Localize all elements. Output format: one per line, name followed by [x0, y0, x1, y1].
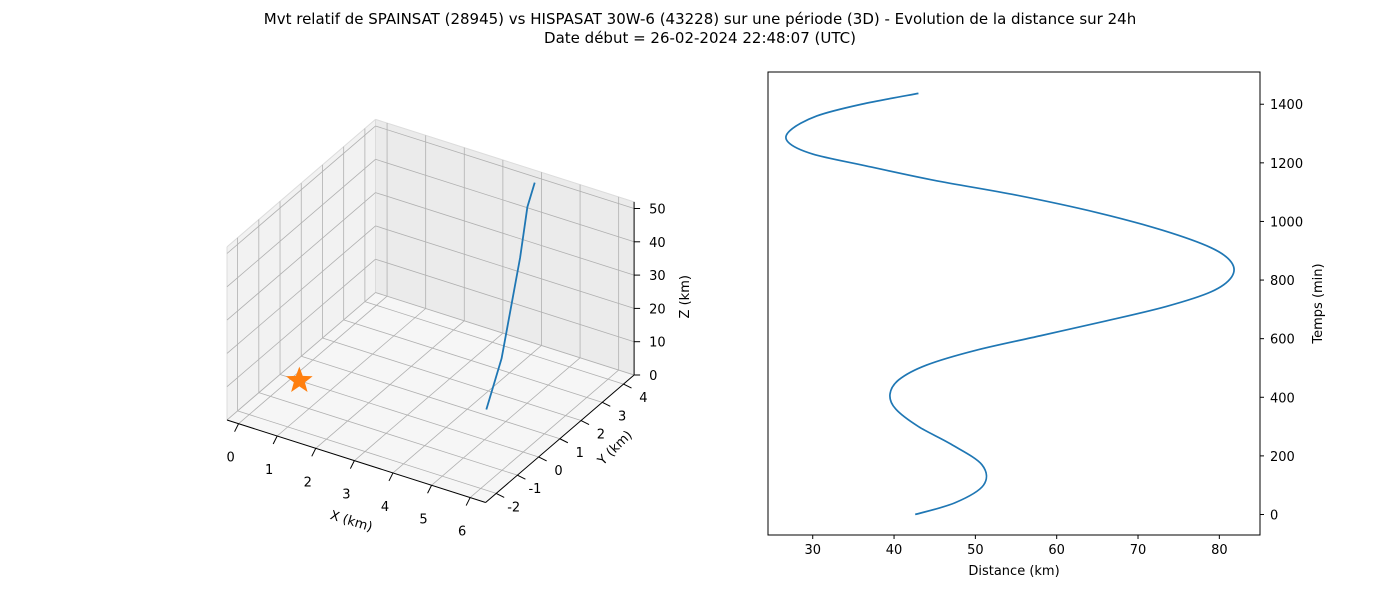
y-axis-label: Temps (min) [1311, 263, 1326, 344]
chart-title-line2: Date début = 26-02-2024 22:48:07 (UTC) [544, 29, 856, 47]
grid-z-left [226, 225, 376, 354]
x-tick-label: 6 [458, 525, 466, 540]
x-tick [388, 472, 394, 482]
y-tick-label: 800 [1270, 274, 1295, 289]
grid-y-floor [322, 337, 582, 421]
x-tick [349, 460, 355, 469]
y-tick-label: -2 [507, 500, 520, 515]
x-tick [311, 448, 317, 457]
y-tick-label: 1000 [1270, 215, 1303, 230]
grid-y-floor [279, 374, 539, 458]
z-tick-label: 50 [649, 203, 666, 218]
x-tick-label: 50 [967, 543, 984, 558]
y-tick-label: 1 [576, 446, 584, 461]
y-tick [559, 438, 569, 444]
z-tick-label: 40 [649, 236, 666, 251]
grid-y-floor [301, 355, 560, 440]
pane-back [375, 119, 635, 375]
z-tick-label: 0 [649, 369, 657, 384]
series-line-3d [485, 182, 536, 410]
grid-z-back [375, 192, 635, 276]
y-tick [580, 420, 590, 425]
x-tick-label: 2 [304, 475, 312, 490]
y-tick-label: 0 [554, 464, 562, 479]
y-tick [538, 456, 547, 462]
grid-z-left [226, 192, 376, 321]
grid-y-floor [364, 301, 624, 385]
y-tick-label: 1200 [1270, 157, 1303, 172]
x-axis-line [226, 419, 486, 503]
series-line-distance [785, 92, 1235, 516]
y-tick-label: 0 [1270, 508, 1278, 523]
x-tick-label: 5 [419, 512, 427, 527]
x-tick-label: 80 [1211, 543, 1228, 558]
star-marker [286, 366, 313, 392]
grid-z-left [226, 258, 376, 388]
z-tick-label: 10 [649, 336, 666, 351]
chart-title-line1: Mvt relatif de SPAINSAT (28945) vs HISPA… [263, 10, 1137, 28]
grid-y-floor [343, 319, 603, 403]
y-tick-label: 600 [1270, 333, 1295, 348]
x-tick [234, 423, 240, 432]
x-tick [427, 485, 433, 494]
y-tick-label: 1400 [1270, 98, 1303, 113]
x-tick [272, 435, 278, 445]
z-axis-label: Z (km) [678, 275, 693, 318]
y-tick-label: 200 [1270, 450, 1295, 465]
x-tick-label: 60 [1048, 543, 1065, 558]
x-tick-label: 30 [804, 543, 821, 558]
y-tick-label: 400 [1270, 391, 1295, 406]
y-tick [495, 492, 505, 498]
y-tick [602, 401, 611, 407]
x-tick [465, 497, 471, 506]
x-tick-label: 70 [1130, 543, 1147, 558]
grid-z-left [226, 292, 376, 421]
grid-y-floor [237, 410, 497, 494]
x-tick-label: 40 [886, 543, 903, 558]
y-tick [623, 383, 632, 389]
y-tick-label: 3 [618, 409, 626, 424]
y-tick-label: 4 [639, 391, 647, 406]
plot-frame [767, 71, 1261, 536]
grid-z-back [375, 158, 635, 243]
x-tick-label: 3 [342, 488, 350, 503]
z-tick-label: 30 [649, 269, 666, 284]
plot-2d: 30 40 50 60 70 800200400600800100012001400Dis… [767, 71, 1326, 579]
x-tick-label: 0 [226, 451, 234, 466]
z-tick-label: 20 [649, 302, 666, 317]
grid-z-back [375, 125, 635, 209]
x-axis-label: X (km) [328, 508, 374, 535]
grid-z-back [375, 258, 635, 343]
x-tick-label: 4 [381, 500, 389, 515]
grid-z-back [375, 225, 635, 309]
y-tick-label: -1 [528, 482, 541, 497]
pane-edge [375, 118, 635, 203]
y-tick [517, 474, 526, 480]
grid-z-left [226, 125, 376, 254]
grid-z-back [375, 292, 635, 376]
grid-z-left [226, 158, 376, 288]
grid-y-floor [258, 392, 518, 476]
x-tick-label: 1 [265, 463, 273, 478]
y-tick-label: 2 [597, 428, 605, 443]
x-axis-label: Distance (km) [968, 564, 1059, 579]
